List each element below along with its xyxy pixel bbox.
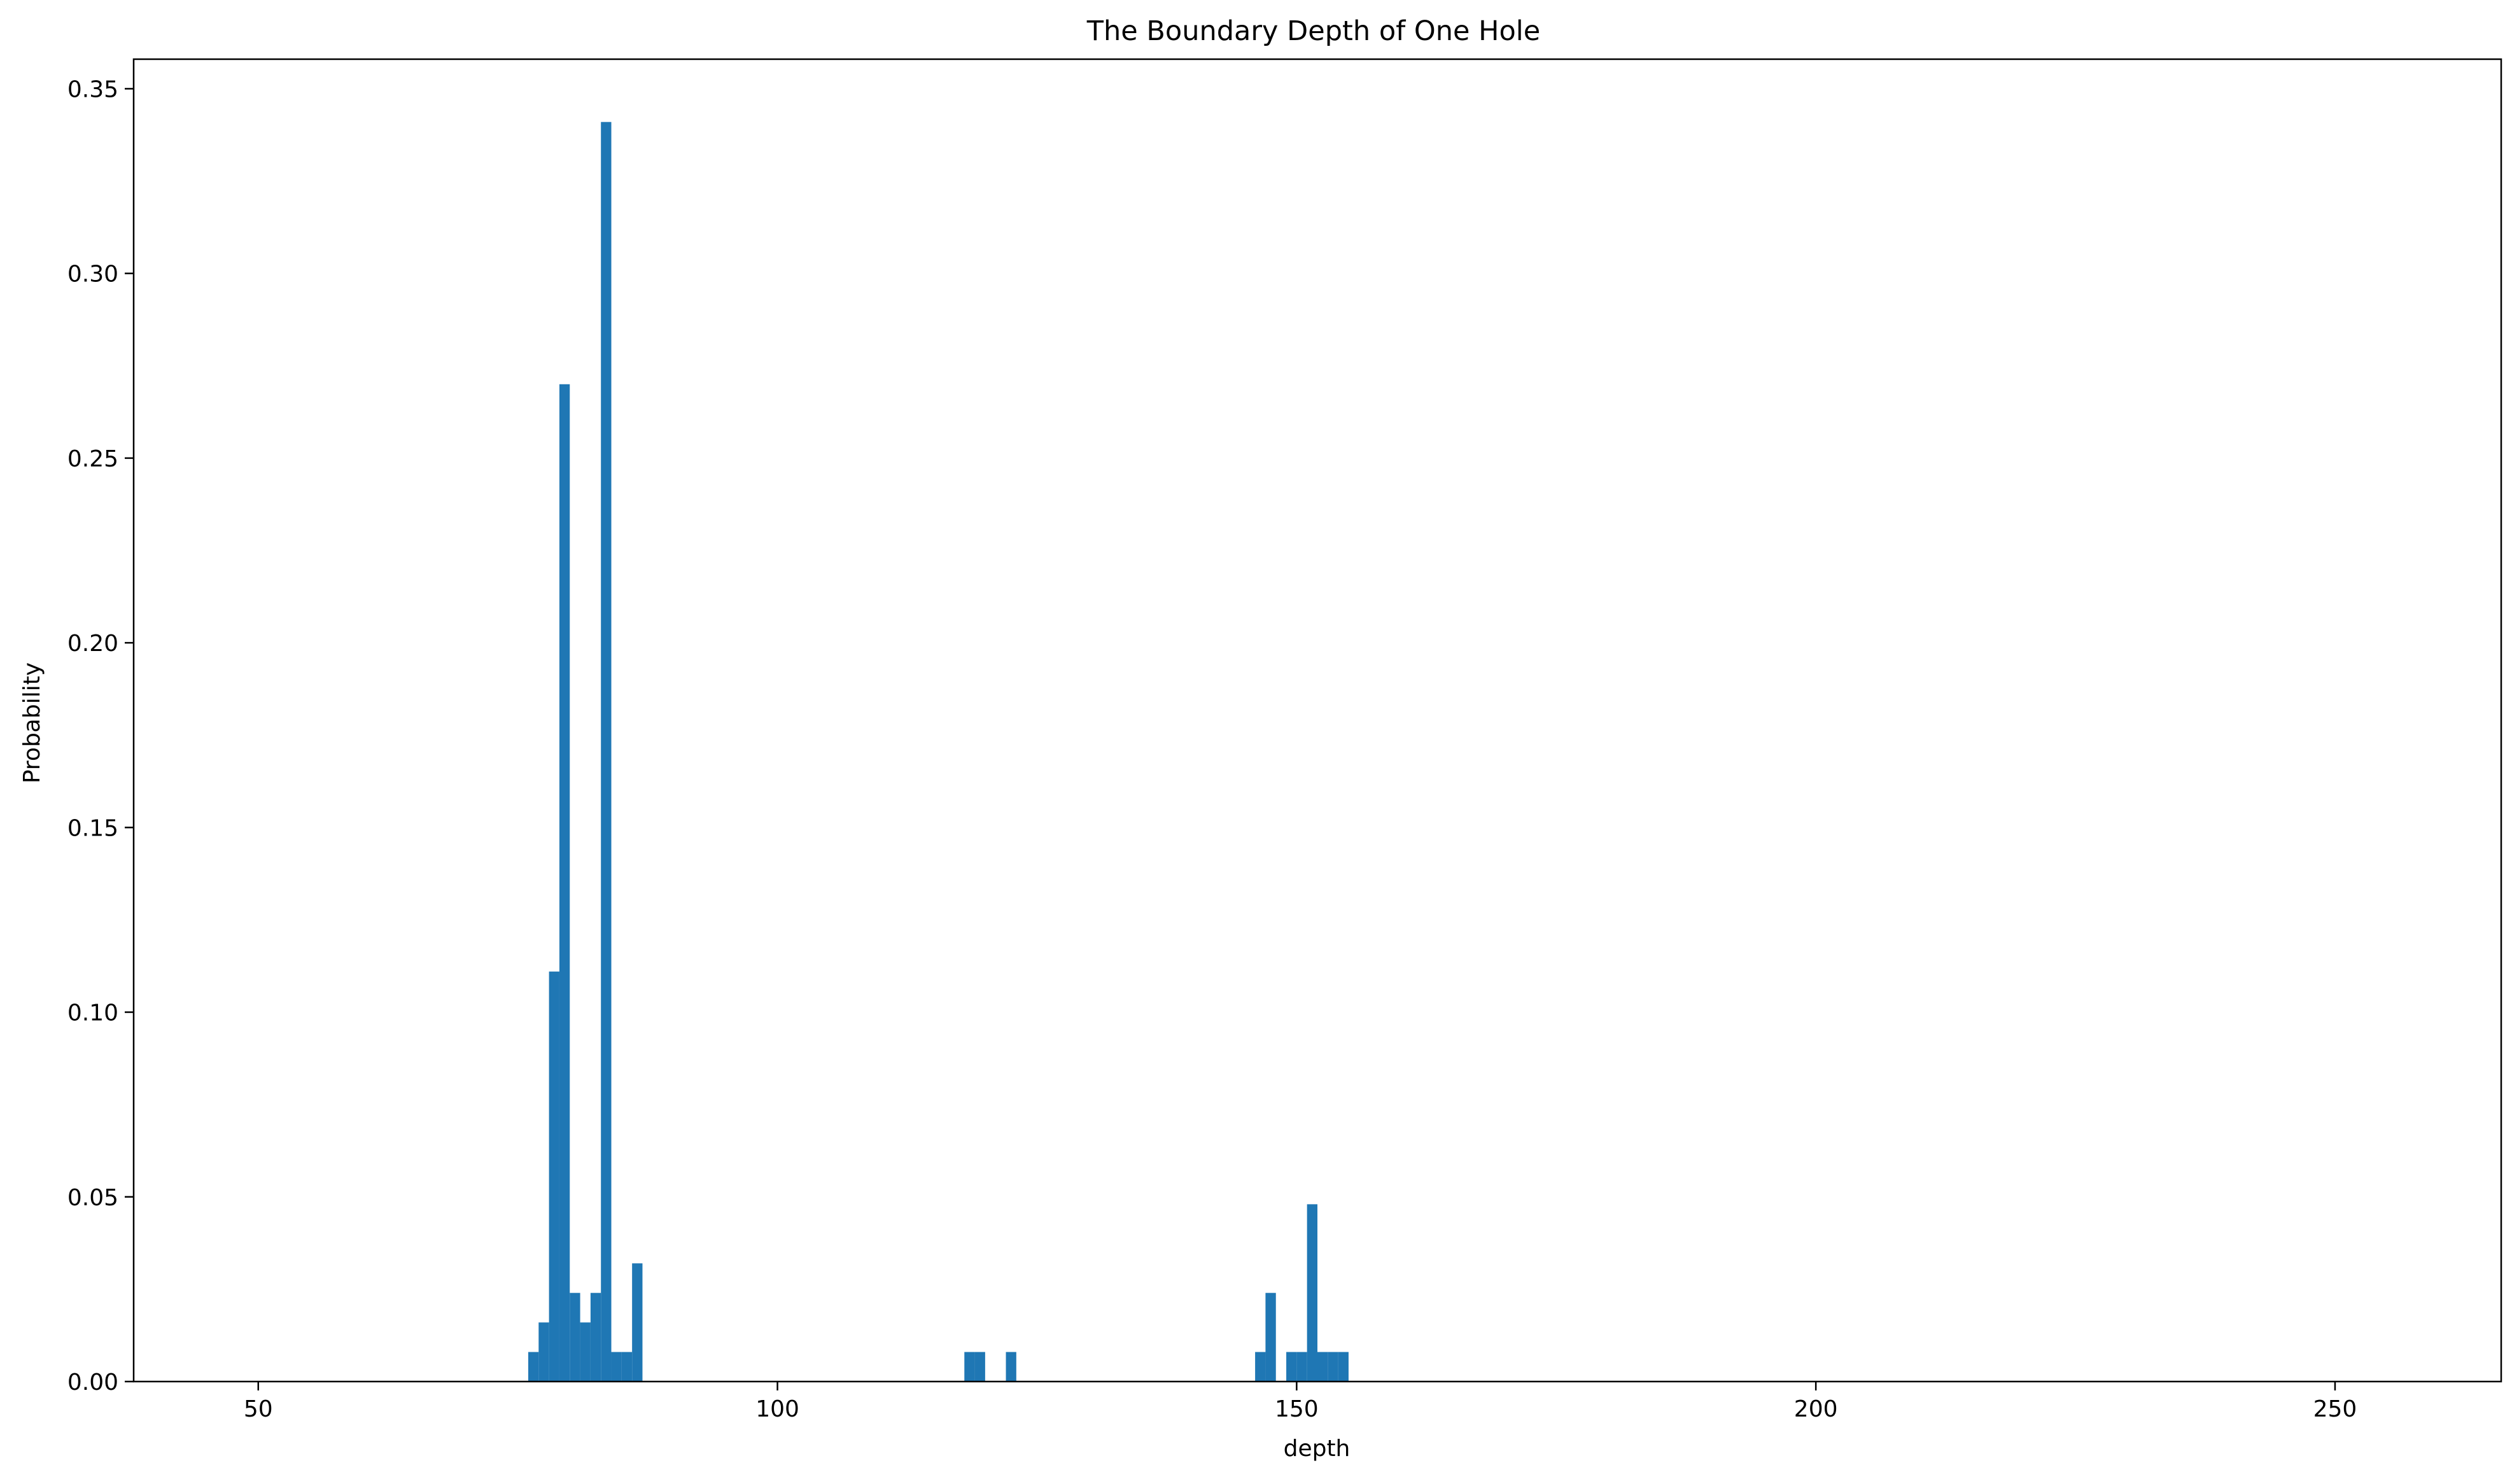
histogram-bar	[1317, 1352, 1328, 1382]
histogram-bar	[1296, 1352, 1307, 1382]
y-tick-label: 0.15	[67, 815, 118, 841]
histogram-bar	[549, 971, 559, 1382]
y-tick-label: 0.00	[67, 1369, 118, 1396]
histogram-bar	[1338, 1352, 1349, 1382]
histogram-bar	[570, 1292, 580, 1382]
histogram-bar	[528, 1352, 539, 1382]
histogram-bar	[1286, 1352, 1297, 1382]
histogram-bar	[580, 1322, 591, 1382]
histogram-bar	[559, 384, 570, 1382]
y-tick-label: 0.25	[67, 446, 118, 472]
y-ticks: 0.00 0.05 0.10 0.15 0.20 0.25 0.30 0.35	[67, 76, 134, 1396]
bars-layer	[528, 122, 1349, 1382]
histogram-bar	[1255, 1352, 1266, 1382]
y-tick-label: 0.10	[67, 1000, 118, 1026]
histogram-bar	[601, 122, 612, 1382]
histogram-bar	[1006, 1352, 1016, 1382]
histogram-bar	[590, 1292, 601, 1382]
histogram-bar	[1265, 1292, 1276, 1382]
chart-title: The Boundary Depth of One Hole	[1086, 15, 1540, 47]
histogram-bar	[1328, 1352, 1338, 1382]
histogram-bar	[538, 1322, 549, 1382]
x-tick-label: 200	[1794, 1396, 1838, 1422]
histogram-bar	[1307, 1204, 1317, 1382]
histogram-bar	[632, 1263, 643, 1382]
y-axis-label: Probability	[19, 662, 45, 783]
histogram-bar	[964, 1352, 975, 1382]
x-tick-label: 100	[755, 1396, 799, 1422]
x-tick-label: 50	[244, 1396, 273, 1422]
y-tick-label: 0.05	[67, 1185, 118, 1211]
x-tick-label: 150	[1275, 1396, 1319, 1422]
x-tick-label: 250	[2313, 1396, 2357, 1422]
histogram-bar	[974, 1352, 985, 1382]
histogram-bar	[621, 1352, 633, 1382]
plot-frame	[132, 58, 2502, 1383]
y-tick-label: 0.20	[67, 631, 118, 657]
histogram-bar	[611, 1352, 622, 1382]
x-ticks: 50 100 150 200 250	[244, 1382, 2357, 1422]
x-axis-label: depth	[1284, 1436, 1351, 1462]
y-tick-label: 0.35	[67, 76, 118, 102]
y-tick-label: 0.30	[67, 262, 118, 288]
